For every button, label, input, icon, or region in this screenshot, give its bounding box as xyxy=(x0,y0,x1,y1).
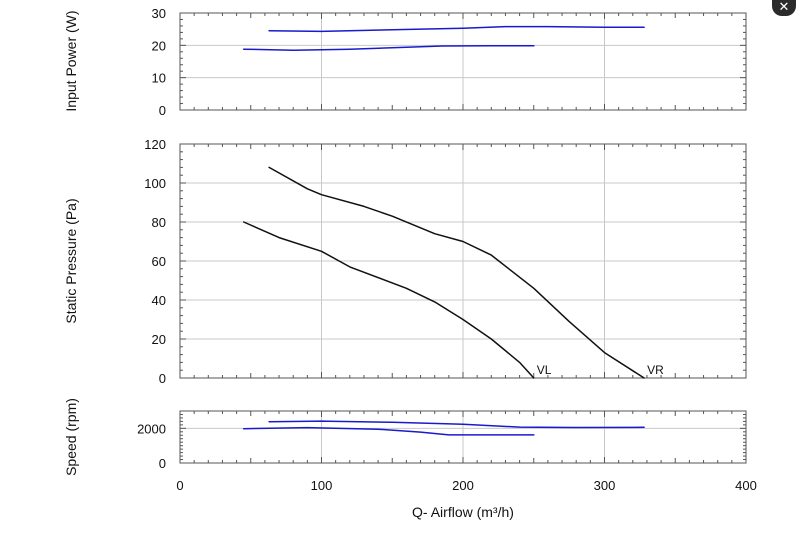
series-line-vr xyxy=(268,25,645,33)
y-tick-label: 0 xyxy=(159,103,166,118)
y-tick-label: 60 xyxy=(152,254,166,269)
x-tick-label: 0 xyxy=(176,478,183,493)
y-axis-title: Static Pressure (Pa) xyxy=(63,198,79,323)
x-tick-label: 300 xyxy=(594,478,616,493)
x-tick-label: 200 xyxy=(452,478,474,493)
y-tick-label: 2000 xyxy=(137,421,166,436)
x-tick-label: 400 xyxy=(735,478,757,493)
series-line-vl xyxy=(242,221,535,379)
y-tick-label: 10 xyxy=(152,71,166,86)
y-tick-label: 20 xyxy=(152,38,166,53)
y-tick-label: 40 xyxy=(152,293,166,308)
y-tick-label: 80 xyxy=(152,215,166,230)
y-tick-label: 0 xyxy=(159,456,166,471)
curve-label-vl: VL xyxy=(537,363,552,377)
y-tick-label: 100 xyxy=(144,176,166,191)
plot-frame xyxy=(179,143,747,379)
series-line-vl xyxy=(242,426,535,436)
series-line-vr xyxy=(268,166,645,379)
y-tick-label: 120 xyxy=(144,137,166,152)
x-tick-label: 100 xyxy=(311,478,333,493)
x-axis-title: Q- Airflow (m³/h) xyxy=(412,504,514,520)
curve-label-vr: VR xyxy=(647,363,664,377)
plot-frame xyxy=(179,12,747,111)
close-button[interactable]: ✕ xyxy=(772,0,796,16)
plot-frame xyxy=(179,410,747,464)
series-line-vl xyxy=(242,44,535,51)
y-axis-title: Input Power (W) xyxy=(63,10,79,111)
y-axis-title: Speed (rpm) xyxy=(63,398,79,476)
y-tick-label: 30 xyxy=(152,6,166,21)
y-tick-label: 0 xyxy=(159,371,166,386)
y-tick-label: 20 xyxy=(152,332,166,347)
series-line-vr xyxy=(268,420,645,429)
